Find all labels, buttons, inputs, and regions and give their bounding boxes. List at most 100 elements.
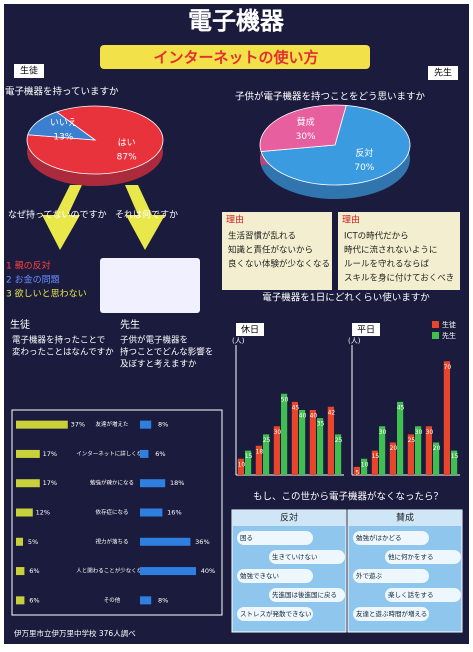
bubble-text: 困る: [240, 534, 253, 542]
category-label: 依存症になる: [95, 508, 128, 516]
category-label: その他: [104, 596, 121, 604]
legend-swatch: [432, 321, 439, 328]
bar-value: 17%: [43, 479, 57, 487]
bubble-text: ストレスが発散できない: [240, 609, 312, 618]
title: 電子機器: [188, 7, 285, 35]
bubble-text: 生きていけない: [272, 552, 318, 561]
bar-value: 70: [444, 364, 452, 371]
panel-label: 平日: [357, 325, 375, 336]
bubble-text: 先進国は後進国に戻る: [272, 590, 337, 599]
bar: [140, 479, 165, 487]
chart-title: 子供が電子機器を持つことをどう思いますか: [235, 91, 426, 103]
slice-label: 反対: [355, 147, 373, 159]
bubble-text: 外で遊ぶ: [356, 571, 383, 580]
bar-value: 42: [328, 409, 336, 416]
reason-item: 2 お金の問題: [6, 274, 60, 286]
bar-value: 15: [372, 453, 380, 460]
reason-text: 生活習慣が乱れる: [228, 231, 296, 242]
bar-value: 12%: [36, 509, 50, 517]
bar-value: 8%: [158, 421, 168, 429]
bar: [310, 410, 316, 475]
bar: [299, 410, 305, 475]
bar-value: 18%: [170, 479, 184, 487]
reason-text: 良くない体験が少なくなる: [228, 259, 330, 270]
panel-label: 賛成: [396, 512, 414, 524]
bar: [140, 538, 190, 546]
bar-value: 5%: [28, 538, 38, 546]
bar: [140, 567, 196, 575]
question-text: 変わったことはなんですか: [12, 347, 114, 358]
bar: [397, 402, 403, 475]
question-text: 及ぼすと考えますか: [120, 360, 197, 370]
bar-value: 45: [292, 404, 300, 411]
bar-value: 5: [355, 469, 359, 476]
slice-value: 87%: [117, 152, 137, 162]
bar: [16, 421, 68, 429]
reason-text: ルールを守れるならば: [344, 259, 430, 270]
bar: [328, 407, 334, 475]
bubble-text: 友達と遊ぶ時間が増える: [356, 609, 427, 618]
slice-label: 賛成: [297, 116, 315, 128]
axis-label: (人): [232, 337, 245, 345]
bar-value: 50: [281, 396, 289, 403]
bar-value: 10: [361, 461, 369, 468]
bar: [140, 450, 148, 458]
category-label: インターネットに詳しくなる: [76, 449, 148, 457]
reason-text: ICTの時代だから: [344, 231, 409, 242]
bar-value: 35: [317, 421, 325, 428]
bar-value: 8%: [158, 596, 168, 604]
slice-value: 70%: [354, 163, 374, 173]
reason-text: スキルを身に付けておくべき: [344, 273, 454, 284]
bar: [16, 479, 40, 487]
question: なぜ持ってないのですか: [8, 209, 107, 221]
bar-value: 25: [263, 437, 271, 444]
bar-value: 30: [426, 429, 434, 436]
bar: [444, 361, 450, 475]
section-title: もし、この世から電子機器がなくなったら？: [253, 491, 443, 503]
bar: [281, 394, 287, 475]
bar-value: 20: [390, 445, 398, 452]
bar-value: 30: [415, 429, 423, 436]
bar-value: 6%: [155, 450, 165, 458]
bar-value: 16%: [167, 509, 181, 517]
footer: 伊万里市立伊万里中学校 376人調べ: [14, 628, 136, 638]
question-text: 持つことでどんな影響を: [120, 347, 213, 358]
reason-item: 1 親の反対: [6, 260, 51, 272]
bar-value: 30: [379, 429, 387, 436]
reason-text: 時代に流されないように: [344, 245, 437, 256]
question: それは何ですか: [115, 209, 178, 221]
bar: [16, 509, 33, 517]
bubble-text: 他に何かをする: [388, 552, 434, 561]
category-label: 視力が落ちる: [95, 537, 128, 545]
panel-label: 反対: [280, 512, 298, 524]
decor-table: [100, 258, 200, 313]
slice-label: いいえ: [50, 118, 77, 129]
reason-text: 知識と責任がないから: [228, 245, 313, 256]
bubble-text: 勉強がはかどる: [356, 533, 402, 542]
bar: [292, 402, 298, 475]
bar-value: 30: [274, 429, 282, 436]
bar-value: 10: [238, 461, 246, 468]
teacher-tag: 先生: [434, 67, 452, 79]
chart-title: 電子機器を持っていますか: [5, 86, 119, 98]
bar-value: 25: [408, 437, 416, 444]
student-tag: 生徒: [20, 65, 38, 77]
question-text: 電子機器を持ったことで: [12, 335, 105, 346]
bar-value: 18: [256, 448, 264, 455]
bar-value: 40: [310, 413, 318, 420]
slice-label: はい: [118, 137, 136, 148]
bar-value: 20: [433, 445, 441, 452]
panel-label: 休日: [241, 324, 259, 336]
reason-label: 理由: [342, 214, 360, 226]
bar-value: 6%: [29, 596, 39, 604]
bar: [16, 538, 23, 546]
poster: 電子機器 インターネットの使い方 生徒 先生 なぜ持ってないのですかそれは何です…: [0, 0, 473, 648]
bar: [140, 596, 151, 604]
bar-value: 6%: [29, 567, 39, 575]
bar-value: 37%: [71, 421, 85, 429]
subtitle: インターネットの使い方: [153, 49, 318, 67]
bar: [16, 596, 24, 604]
bar-value: 40: [299, 413, 307, 420]
bar-value: 40%: [201, 567, 215, 575]
axis-label: (人): [348, 337, 361, 345]
